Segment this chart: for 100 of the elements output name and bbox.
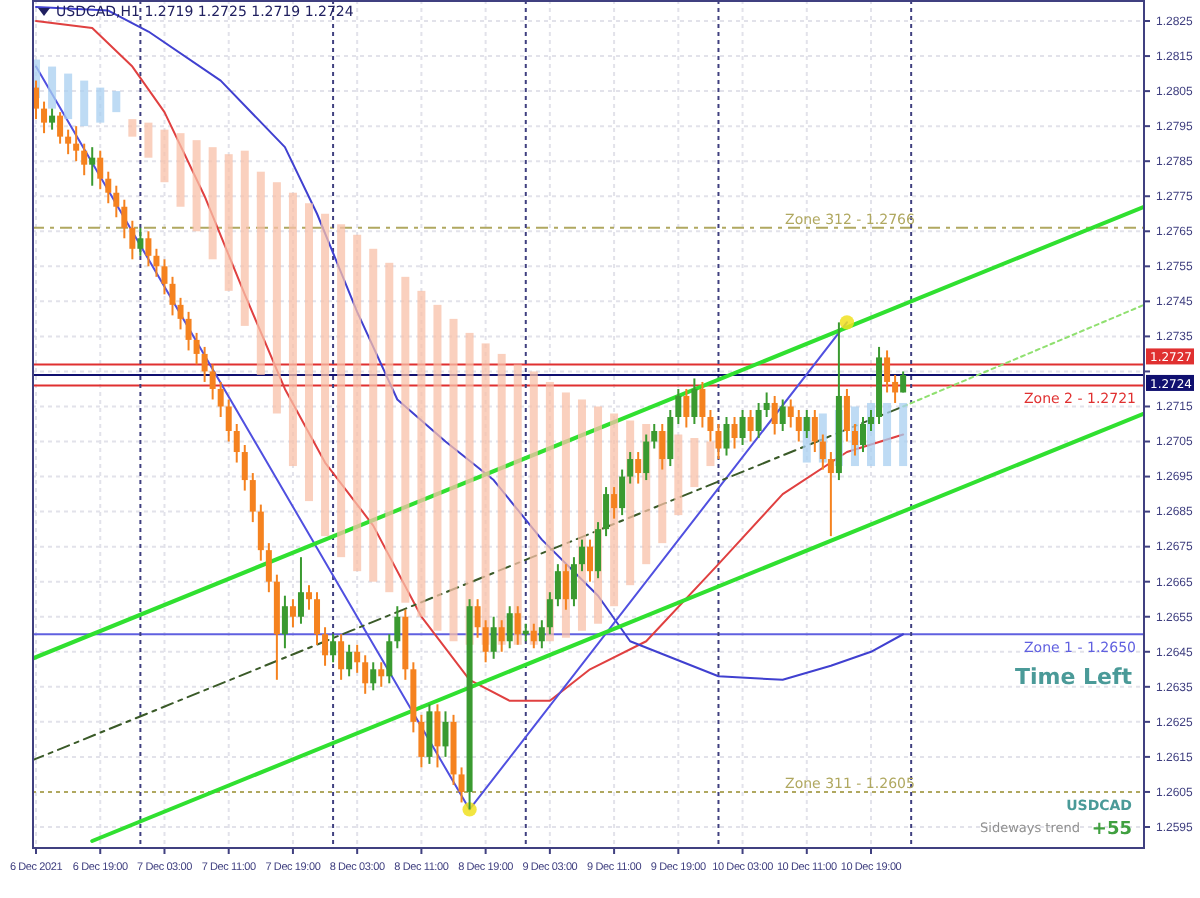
bar [272,182,281,414]
bar [610,413,619,607]
candlestick [474,598,481,639]
candlestick [771,394,778,436]
candlestick [827,451,834,538]
candlestick [105,170,112,205]
candlestick [209,363,216,401]
candlestick [892,373,899,404]
candlestick [651,423,658,450]
candlestick [338,633,345,681]
candlestick [490,615,497,660]
candlestick [884,349,891,394]
candlestick [394,605,401,650]
candlestick [265,542,272,594]
candlestick [418,713,425,769]
candlestick [603,486,610,538]
bar [112,91,121,113]
bar [369,248,378,582]
candlestick [97,149,104,191]
candlestick [257,503,264,562]
candlestick [378,661,385,688]
candlestick [233,423,240,464]
candlestick [795,408,802,443]
bar [337,224,346,558]
candlestick [715,423,722,461]
candlestick [562,563,569,611]
candlestick [65,128,72,156]
bar [690,438,699,488]
candlestick [322,626,329,667]
bar [160,129,169,183]
candlestick [386,633,393,685]
candlestick [587,538,594,583]
candlestick [546,591,553,636]
candlestick [675,387,682,425]
candlestick [723,415,730,457]
bar [577,399,586,631]
candlestick [595,521,602,580]
candlestick [113,184,120,219]
bar [417,290,426,617]
bar [256,171,265,375]
candlestick [506,605,513,650]
candlestick [699,380,706,429]
candlestick [314,591,321,646]
candlestick [129,219,136,261]
bar [883,402,892,467]
candlestick [137,226,144,257]
candlestick [41,100,48,135]
bar [224,154,233,291]
candlestick [498,619,505,653]
candlestick [217,380,224,418]
candlestick [747,408,754,443]
candlestick [578,538,585,573]
bar [240,150,249,326]
candlestick [434,703,441,769]
candlestick [370,661,377,692]
candlestick [161,258,168,296]
bar [401,276,410,603]
bar [208,147,217,260]
candlestick [330,633,337,664]
annotation: Time Left [1014,664,1132,690]
bar [674,434,683,516]
candlestick [169,275,176,317]
candlestick [225,398,232,443]
candlestick [514,605,521,646]
bar [497,353,506,645]
candlestick [619,468,626,517]
candlestick [482,619,489,664]
candlestick [691,377,698,425]
candlestick [635,451,642,485]
bar [192,140,201,232]
bar [321,213,330,537]
candlestick [306,584,312,611]
bar [128,119,137,137]
candlestick [683,387,690,429]
candlestick [739,408,746,447]
candlestick [297,556,304,625]
candlestick [731,415,738,450]
candlestick [843,387,850,443]
candlestick [89,146,96,187]
candlestick [57,111,64,145]
candlestick [554,563,561,608]
bar [449,318,458,642]
candlestick [811,408,818,454]
bar [529,371,538,645]
candlestick [763,391,770,418]
candlestick [426,703,433,765]
candlestick [185,310,192,352]
candlestick [627,451,634,485]
candlestick [81,142,88,177]
bar [64,73,73,120]
candlestick [249,472,256,524]
bar [96,87,105,123]
candlestick [354,643,361,674]
bar [48,66,57,109]
bar [288,192,297,467]
candlestick [201,345,208,383]
candlestick [153,247,160,278]
annotation: +55 [1091,820,1132,840]
bar [305,203,313,502]
candlestick [346,643,353,678]
